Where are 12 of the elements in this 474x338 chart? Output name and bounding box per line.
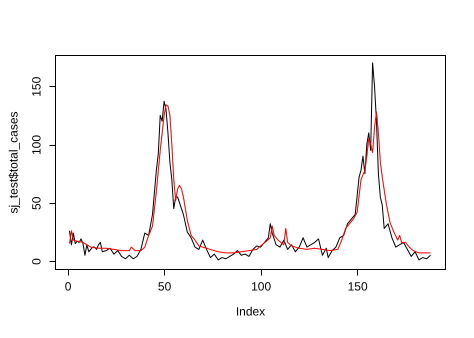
x-tick-label: 0 (64, 280, 72, 294)
line-series (68, 62, 432, 260)
x-tick-label: 100 (251, 280, 272, 294)
x-tick-label: 150 (348, 280, 368, 294)
x-axis-title: Index (236, 304, 266, 318)
y-tick-label: 50 (30, 196, 44, 210)
y-axis-title: sj_test$total_cases (6, 111, 20, 214)
y-tick-label: 100 (30, 134, 44, 156)
y-tick-label: 0 (30, 258, 44, 265)
line-series (68, 104, 432, 254)
y-tick-label: 150 (30, 76, 44, 97)
x-tick-label: 50 (158, 280, 172, 294)
